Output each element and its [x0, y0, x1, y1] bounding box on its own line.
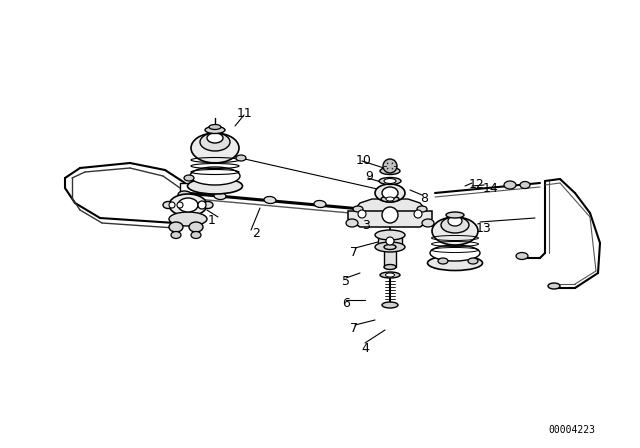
- Bar: [378, 235, 402, 247]
- Ellipse shape: [191, 232, 201, 238]
- Bar: [384, 247, 396, 267]
- Ellipse shape: [163, 202, 173, 208]
- Text: 8: 8: [420, 191, 428, 204]
- Ellipse shape: [441, 217, 469, 233]
- Ellipse shape: [169, 222, 183, 232]
- Ellipse shape: [171, 232, 181, 238]
- Ellipse shape: [385, 273, 394, 277]
- Ellipse shape: [203, 202, 213, 208]
- Text: 7: 7: [350, 246, 358, 258]
- Text: 9: 9: [365, 169, 373, 182]
- Ellipse shape: [205, 126, 225, 134]
- Text: 7: 7: [350, 322, 358, 335]
- Ellipse shape: [432, 217, 478, 245]
- Ellipse shape: [191, 133, 239, 163]
- Circle shape: [386, 237, 394, 245]
- Ellipse shape: [314, 200, 326, 207]
- Ellipse shape: [384, 264, 396, 270]
- Ellipse shape: [178, 198, 198, 212]
- Ellipse shape: [516, 253, 528, 259]
- Ellipse shape: [448, 216, 462, 226]
- Text: 6: 6: [342, 297, 350, 310]
- Ellipse shape: [384, 245, 396, 250]
- Ellipse shape: [380, 272, 400, 278]
- Circle shape: [414, 210, 422, 218]
- Circle shape: [177, 202, 183, 208]
- Circle shape: [382, 207, 398, 223]
- Text: 3: 3: [362, 219, 370, 232]
- Ellipse shape: [504, 181, 516, 189]
- Ellipse shape: [520, 181, 530, 189]
- Ellipse shape: [207, 133, 223, 143]
- Ellipse shape: [184, 175, 194, 181]
- Ellipse shape: [264, 197, 276, 203]
- Polygon shape: [348, 211, 432, 227]
- Ellipse shape: [178, 191, 192, 199]
- Ellipse shape: [236, 155, 246, 161]
- Ellipse shape: [375, 242, 405, 252]
- Text: 1: 1: [208, 214, 216, 227]
- Ellipse shape: [468, 258, 478, 264]
- Ellipse shape: [446, 212, 464, 218]
- Text: 13: 13: [476, 221, 492, 234]
- Ellipse shape: [346, 219, 358, 227]
- Circle shape: [169, 202, 175, 208]
- Ellipse shape: [428, 255, 483, 271]
- Circle shape: [358, 210, 366, 218]
- Ellipse shape: [188, 178, 243, 194]
- Text: 12: 12: [469, 177, 484, 190]
- Ellipse shape: [353, 206, 363, 212]
- Ellipse shape: [375, 184, 405, 202]
- Ellipse shape: [209, 125, 221, 129]
- Ellipse shape: [386, 197, 394, 201]
- Ellipse shape: [375, 230, 405, 240]
- Polygon shape: [355, 199, 425, 213]
- Text: 14: 14: [483, 181, 499, 194]
- Ellipse shape: [430, 245, 480, 261]
- Ellipse shape: [380, 168, 400, 175]
- Text: 4: 4: [361, 341, 369, 354]
- Text: 11: 11: [237, 107, 253, 120]
- Text: 2: 2: [252, 227, 260, 240]
- Ellipse shape: [382, 302, 398, 308]
- Ellipse shape: [169, 194, 207, 216]
- Ellipse shape: [359, 204, 371, 211]
- Text: 10: 10: [356, 154, 372, 167]
- Text: 5: 5: [342, 275, 350, 288]
- Ellipse shape: [382, 187, 398, 199]
- Circle shape: [198, 201, 206, 209]
- Ellipse shape: [189, 222, 203, 232]
- Ellipse shape: [384, 178, 396, 184]
- Ellipse shape: [417, 206, 427, 212]
- Text: 00004223: 00004223: [548, 425, 595, 435]
- Ellipse shape: [190, 167, 240, 185]
- Ellipse shape: [548, 283, 560, 289]
- Ellipse shape: [438, 258, 448, 264]
- Ellipse shape: [381, 196, 399, 202]
- Ellipse shape: [169, 212, 207, 226]
- Ellipse shape: [422, 219, 434, 227]
- Ellipse shape: [379, 177, 401, 185]
- Circle shape: [383, 159, 397, 173]
- Ellipse shape: [200, 133, 230, 151]
- Ellipse shape: [214, 193, 226, 199]
